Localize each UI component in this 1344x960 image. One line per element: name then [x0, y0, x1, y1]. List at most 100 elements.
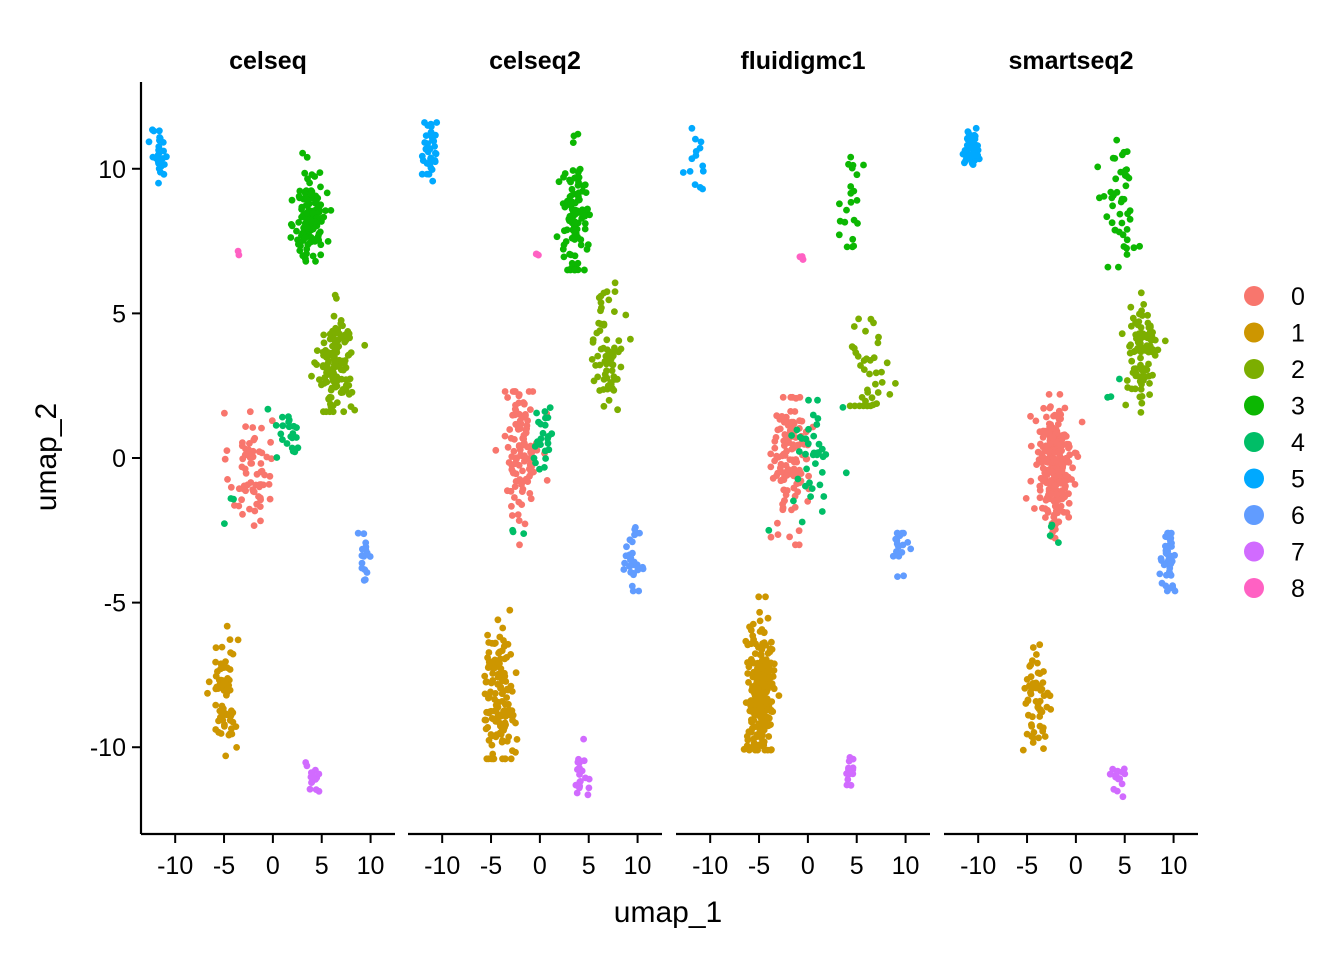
data-point-cluster-2: [605, 396, 613, 404]
data-point-cluster-3: [311, 173, 319, 180]
data-point-cluster-5: [686, 168, 694, 175]
data-point-cluster-1: [750, 716, 758, 724]
data-point-cluster-0: [501, 388, 509, 395]
data-point-cluster-0: [246, 408, 254, 416]
data-point-cluster-1: [750, 636, 757, 644]
data-point-cluster-4: [808, 485, 816, 492]
data-point-cluster-2: [1149, 336, 1157, 343]
data-point-cluster-0: [516, 446, 524, 454]
data-point-cluster-0: [1065, 499, 1073, 507]
data-point-cluster-0: [514, 423, 522, 430]
data-point-cluster-4: [810, 432, 818, 440]
data-point-cluster-2: [600, 402, 608, 410]
data-point-cluster-0: [1050, 412, 1057, 420]
data-point-cluster-1: [1023, 730, 1031, 738]
data-point-cluster-1: [1029, 734, 1037, 742]
data-point-cluster-0: [1057, 502, 1065, 510]
data-point-cluster-6: [628, 538, 636, 546]
data-point-cluster-5: [699, 185, 706, 193]
data-point-cluster-3: [1120, 148, 1128, 156]
data-point-cluster-3: [847, 153, 855, 161]
data-point-cluster-0: [267, 438, 274, 446]
data-point-cluster-3: [1116, 210, 1124, 218]
data-point-cluster-4: [822, 451, 830, 458]
data-point-cluster-1: [488, 639, 496, 647]
data-point-cluster-4: [1107, 393, 1115, 400]
data-point-cluster-6: [631, 526, 639, 533]
data-point-cluster-1: [749, 724, 756, 732]
data-point-cluster-2: [325, 395, 332, 403]
data-point-cluster-2: [1141, 365, 1148, 372]
data-point-cluster-3: [581, 220, 589, 227]
data-point-cluster-1: [507, 682, 515, 690]
legend-swatch: [1244, 432, 1264, 452]
data-point-cluster-2: [320, 339, 328, 347]
data-point-cluster-2: [1145, 360, 1152, 368]
data-point-cluster-0: [253, 500, 261, 508]
data-point-cluster-5: [155, 146, 163, 154]
data-point-cluster-2: [869, 401, 877, 409]
data-point-cluster-2: [864, 386, 871, 394]
x-tick-label: -10: [157, 852, 193, 880]
legend-label: 0: [1291, 283, 1305, 311]
data-point-cluster-2: [337, 334, 345, 342]
data-point-cluster-5: [971, 144, 979, 152]
data-point-cluster-2: [330, 312, 338, 320]
data-point-cluster-2: [851, 402, 859, 410]
data-point-cluster-0: [779, 504, 787, 512]
data-point-cluster-3: [836, 217, 844, 225]
data-point-cluster-5: [972, 124, 980, 132]
data-point-cluster-3: [327, 207, 335, 214]
data-point-cluster-0: [805, 472, 812, 480]
data-point-cluster-3: [847, 198, 855, 206]
legend-swatch: [1244, 359, 1264, 379]
data-point-cluster-6: [621, 559, 628, 567]
data-point-cluster-1: [223, 664, 231, 671]
data-point-cluster-2: [1144, 311, 1151, 319]
data-point-cluster-2: [615, 337, 623, 345]
data-point-cluster-2: [331, 343, 339, 351]
data-point-cluster-0: [257, 468, 265, 476]
data-point-cluster-7: [1116, 775, 1124, 783]
data-point-cluster-4: [541, 464, 548, 471]
data-point-cluster-0: [798, 417, 806, 425]
data-point-cluster-0: [504, 443, 512, 451]
data-point-cluster-3: [568, 234, 576, 242]
data-point-cluster-7: [584, 791, 592, 799]
data-point-cluster-0: [240, 485, 247, 493]
data-point-cluster-2: [607, 355, 615, 363]
data-point-cluster-2: [593, 329, 601, 337]
data-point-cluster-3: [575, 193, 582, 201]
data-point-cluster-7: [574, 758, 582, 766]
data-point-cluster-3: [567, 200, 575, 208]
data-point-cluster-2: [862, 327, 869, 335]
data-point-cluster-3: [584, 205, 591, 213]
data-point-cluster-6: [1171, 551, 1178, 559]
data-point-cluster-1: [1040, 745, 1047, 752]
data-point-cluster-6: [1166, 568, 1173, 575]
data-point-cluster-7: [573, 789, 581, 797]
data-point-cluster-3: [304, 241, 312, 249]
data-point-cluster-0: [1049, 434, 1057, 442]
data-point-cluster-2: [1137, 354, 1144, 362]
data-point-cluster-1: [204, 689, 211, 697]
data-point-cluster-2: [867, 315, 875, 323]
data-point-cluster-8: [234, 247, 242, 255]
data-point-cluster-0: [250, 488, 258, 496]
data-point-cluster-2: [874, 339, 882, 347]
data-point-cluster-2: [1144, 319, 1152, 327]
data-point-cluster-2: [588, 356, 596, 363]
data-point-cluster-0: [1071, 481, 1079, 488]
y-axis-title: umap_2: [30, 403, 63, 511]
data-point-cluster-1: [753, 679, 761, 686]
data-point-cluster-1: [226, 716, 234, 724]
data-point-cluster-0: [520, 439, 528, 447]
data-point-cluster-3: [1124, 210, 1131, 218]
data-point-cluster-3: [1126, 215, 1134, 223]
data-point-cluster-2: [334, 327, 341, 335]
data-point-cluster-0: [257, 460, 265, 467]
data-point-cluster-1: [761, 746, 769, 754]
data-point-cluster-2: [603, 360, 610, 368]
data-point-cluster-0: [525, 388, 533, 395]
data-point-cluster-3: [1109, 202, 1116, 210]
